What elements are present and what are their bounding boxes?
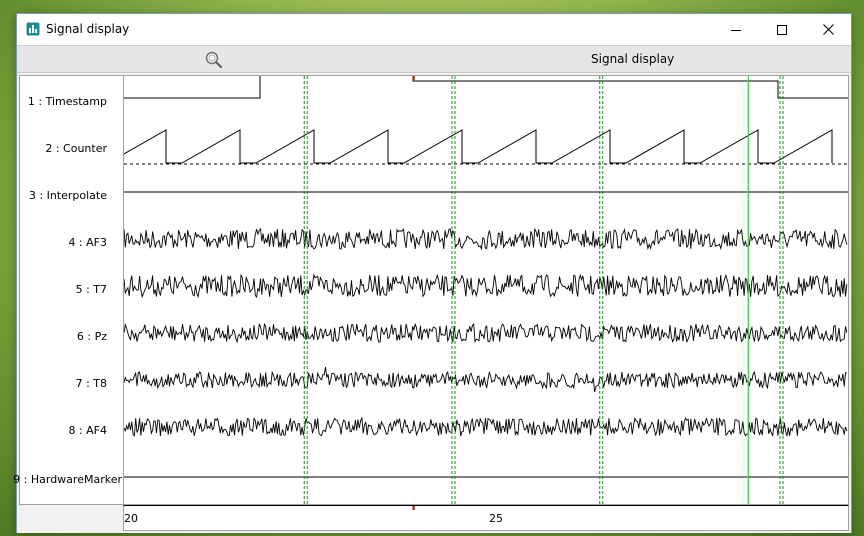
channel-label: 8 : AF4	[68, 424, 107, 437]
close-button[interactable]	[805, 14, 851, 45]
time-axis-ticks	[412, 506, 415, 510]
channel-label: 2 : Counter	[45, 142, 107, 155]
toolbar: Signal display	[17, 45, 851, 73]
title-bar[interactable]: Signal display	[17, 14, 851, 45]
magnifier-icon[interactable]	[204, 50, 224, 70]
eeg-trace	[123, 273, 848, 299]
eeg-trace	[123, 416, 848, 438]
time-tick-label: 25	[489, 512, 503, 525]
plot-area: 1 : Timestamp 2 : Counter 3 : Interpolat…	[13, 73, 851, 533]
eeg-trace	[123, 367, 847, 393]
close-icon	[822, 24, 834, 35]
chart-window-icon	[26, 22, 40, 36]
toolbar-title: Signal display	[591, 52, 675, 66]
time-tick-label: 20	[124, 512, 138, 525]
signal-display-window: Signal display Signal display 1 : Timest…	[13, 13, 852, 533]
signal-traces	[107, 76, 848, 504]
channel-label: 3 : Interpolate	[28, 189, 107, 202]
window-title: Signal display	[46, 22, 130, 36]
minimize-button[interactable]	[713, 14, 759, 45]
counter-trace	[107, 129, 833, 164]
eeg-trace	[123, 322, 848, 344]
channel-label: 9 : HardwareMarker	[13, 473, 122, 486]
eeg-trace	[123, 227, 848, 251]
signal-panel[interactable]	[107, 75, 849, 505]
timestamp-trace	[124, 76, 261, 99]
channel-label: 4 : AF3	[68, 236, 107, 249]
maximize-icon	[777, 24, 787, 35]
maximize-button[interactable]	[759, 14, 805, 45]
minimize-icon	[731, 29, 741, 31]
channel-label: 1 : Timestamp	[27, 95, 107, 108]
time-axis: 20 25	[123, 505, 849, 531]
channel-label: 5 : T7	[75, 283, 107, 296]
channel-labels-panel: 1 : Timestamp 2 : Counter 3 : Interpolat…	[13, 75, 123, 505]
channel-label: 6 : Pz	[76, 330, 107, 343]
channel-label: 7 : T8	[75, 377, 107, 390]
